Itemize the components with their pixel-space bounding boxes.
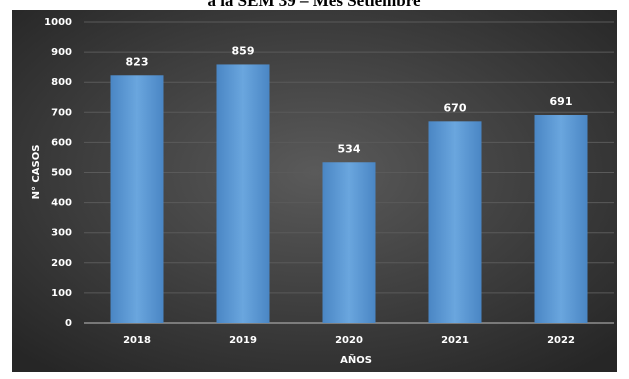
y-tick-label: 400 xyxy=(51,198,72,209)
data-label: 691 xyxy=(550,95,573,108)
x-axis-label: AÑOS xyxy=(340,353,372,366)
data-label: 823 xyxy=(126,55,149,68)
y-tick-label: 100 xyxy=(51,288,72,299)
chart-background xyxy=(12,10,617,372)
y-tick-label: 0 xyxy=(65,318,72,329)
bar xyxy=(428,121,482,323)
y-tick-label: 1000 xyxy=(44,17,72,28)
bar xyxy=(322,162,376,323)
y-tick-label: 600 xyxy=(51,137,72,148)
x-tick-label: 2020 xyxy=(335,335,363,346)
x-tick-label: 2021 xyxy=(441,335,469,346)
y-tick-label: 700 xyxy=(51,107,72,118)
x-tick-label: 2019 xyxy=(229,335,257,346)
chart-title: a la SEM 39 – Mes Setiembre xyxy=(207,0,421,10)
bar xyxy=(110,75,164,323)
y-tick-label: 300 xyxy=(51,228,72,239)
x-tick-label: 2022 xyxy=(547,335,575,346)
data-label: 859 xyxy=(232,44,255,57)
y-tick-label: 500 xyxy=(51,168,72,179)
y-tick-label: 900 xyxy=(51,47,72,58)
data-label: 534 xyxy=(338,142,361,155)
y-axis-label: N° CASOS xyxy=(31,145,42,200)
bar xyxy=(534,115,588,323)
x-tick-label: 2018 xyxy=(123,335,151,346)
data-label: 670 xyxy=(444,101,467,114)
y-tick-label: 200 xyxy=(51,258,72,269)
y-tick-label: 800 xyxy=(51,77,72,88)
bar xyxy=(216,64,270,323)
